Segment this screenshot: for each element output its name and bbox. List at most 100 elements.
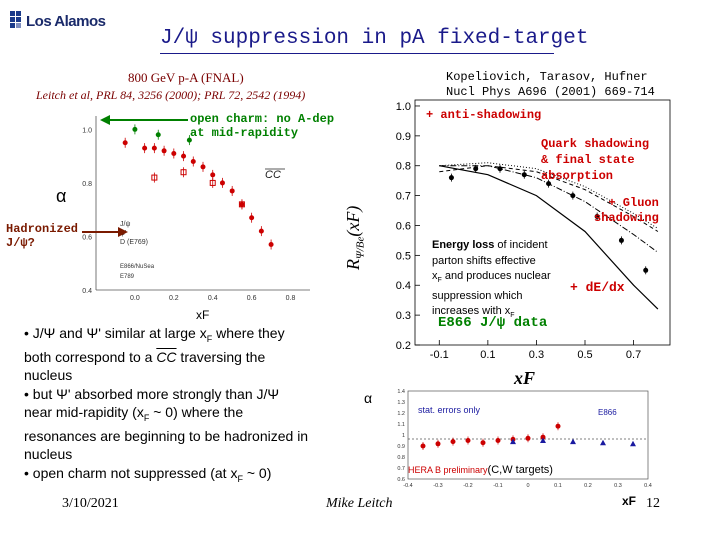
ref-line1: Kopeliovich, Tarasov, Hufner <box>446 70 648 84</box>
left-chart-reference: Leitch et al, PRL 84, 3256 (2000); PRL 7… <box>36 88 306 102</box>
plus-de-dx-label: + dE/dx <box>570 280 625 295</box>
bullet-2-cont: near mid-rapidity (xF ~ 0) where the <box>24 403 244 423</box>
bottom-xtick-label: 0.4 <box>644 483 652 489</box>
left-legend-jpsi: J/ψ <box>120 221 130 228</box>
los-alamos-logo: Los Alamos <box>6 10 106 34</box>
left-legend-e789: E789 <box>120 274 135 280</box>
right-point-e866 <box>546 181 552 187</box>
left-alpha-label: α <box>56 186 67 206</box>
bottom-xtick-label: 0.3 <box>614 483 622 489</box>
left-point-psiprime <box>180 169 187 176</box>
left-point-jpsi <box>161 148 167 154</box>
left-point-psiprime <box>209 179 216 186</box>
right-xlabel: xF <box>514 368 536 388</box>
bottom-ytick-label: 1.2 <box>397 411 405 417</box>
bullet-1-cont: both correspond to a CC traversing the <box>24 349 266 366</box>
title-underline <box>160 53 554 54</box>
eloss-line1: Energy loss of incident <box>432 239 548 251</box>
slide-page-number: 12 <box>646 496 660 511</box>
bottom-point-herab <box>420 443 426 449</box>
open-charm-line1: open charm: no A-dep <box>190 112 335 126</box>
left-point-jpsi <box>200 164 206 170</box>
bullet-2-end: nucleus <box>24 446 73 463</box>
left-ytick-label: 0.8 <box>82 181 92 188</box>
open-charm-arrow <box>100 115 188 125</box>
left-xtick-label: 0.0 <box>130 295 140 302</box>
right-point-e866 <box>448 175 454 181</box>
hadronized-line2: J/ψ? <box>6 236 35 250</box>
bottom-point-e866 <box>540 437 546 443</box>
e866-tag: E866 <box>598 408 617 417</box>
eloss-line2: parton shifts effective <box>432 254 536 267</box>
bottom-xtick-label: 0.1 <box>554 483 562 489</box>
right-point-e866 <box>618 237 624 243</box>
left-point-dmeson <box>132 126 138 132</box>
left-point-jpsi <box>258 228 264 234</box>
energy-loss-note: Energy loss of incident parton shifts ef… <box>432 238 551 324</box>
right-xtick-label: 0.5 <box>577 349 592 361</box>
slide-date: 3/10/2021 <box>62 496 119 511</box>
bullet-2-cont2: resonances are beginning to be hadronize… <box>24 428 309 445</box>
quark-line1: Quark shadowing <box>541 137 650 151</box>
right-xtick-label: -0.1 <box>430 349 449 361</box>
left-legend-dmeson: D (E769) <box>120 239 148 246</box>
bottom-xf-label: xF <box>622 494 637 508</box>
left-ytick-label: 0.4 <box>82 288 92 295</box>
left-chart: 1.00.80.60.4 0.00.20.40.60.8 J/ψ ψ' D (E… <box>82 116 310 302</box>
bottom-ytick-label: 0.8 <box>397 455 405 461</box>
right-ytick-label: 0.5 <box>396 250 411 262</box>
bottom-xtick-label: 0 <box>526 483 529 489</box>
bullet-text: • J/Ψ and Ψ' similar at large xF where t… <box>24 324 368 488</box>
stat-errors-label: stat. errors only <box>418 405 481 415</box>
hadronized-line1: Hadronized <box>6 222 79 236</box>
bottom-ytick-label: 1.4 <box>397 389 405 395</box>
hadronized-arrow <box>82 227 128 237</box>
right-ytick-label: 1.0 <box>396 101 411 113</box>
bottom-ytick-label: 0.9 <box>397 444 405 450</box>
hera-b-label: HERA B preliminary(C,W targets) <box>408 464 553 476</box>
left-point-psiprime <box>238 201 245 208</box>
logo-text: Los Alamos <box>26 13 106 30</box>
right-point-e866 <box>594 214 600 220</box>
bottom-point-herab <box>450 439 456 445</box>
left-xtick-label: 0.4 <box>208 295 218 302</box>
right-point-e866 <box>643 267 649 273</box>
quark-line3: absorption <box>541 169 614 183</box>
bottom-xtick-label: -0.4 <box>403 483 412 489</box>
left-point-jpsi <box>142 145 148 151</box>
right-point-e866 <box>473 166 479 172</box>
left-chart-axes <box>95 116 310 291</box>
bottom-ytick-label: 1 <box>402 433 405 439</box>
right-ytick-label: 0.2 <box>396 340 411 352</box>
quark-shadowing-label: Quark shadowing & final state absorption <box>541 136 649 184</box>
left-point-dmeson <box>155 132 161 138</box>
eloss-line3: xF and produces nuclear <box>432 270 551 285</box>
slide-title: J/ψ suppression in pA fixed-target <box>160 27 589 50</box>
left-xtick-label: 0.6 <box>247 295 257 302</box>
right-ytick-label: 0.7 <box>396 191 411 203</box>
left-chart-heading: 800 GeV p-A (FNAL) <box>128 70 244 85</box>
right-curve <box>439 165 659 253</box>
bottom-point-e866 <box>570 438 576 445</box>
open-charm-line2: at mid-rapidity <box>190 126 299 140</box>
right-ytick-label: 0.3 <box>396 310 411 322</box>
bottom-alpha-label: α <box>364 390 373 406</box>
bottom-ytick-label: 1.1 <box>397 422 405 428</box>
anti-shadowing-label: + anti-shadowing <box>426 108 542 122</box>
bullet-1: • J/Ψ and Ψ' similar at large xF where t… <box>24 325 285 344</box>
right-ytick-label: 0.4 <box>396 280 411 292</box>
left-point-jpsi <box>151 145 157 151</box>
bottom-xtick-label: -0.3 <box>433 483 442 489</box>
right-chart-axes <box>414 99 671 346</box>
left-xtick-label: 0.2 <box>169 295 179 302</box>
bottom-point-herab <box>540 434 546 440</box>
left-xtick-label: 0.8 <box>286 295 296 302</box>
slide-author: Mike Leitch <box>326 496 393 511</box>
right-point-e866 <box>570 193 576 199</box>
bottom-ytick-label: 1.3 <box>397 400 405 406</box>
gluon-line1: + Gluon <box>608 196 659 210</box>
left-point-jpsi <box>181 153 187 159</box>
left-ytick-label: 1.0 <box>82 127 92 134</box>
bullet-1-end: nucleus <box>24 367 73 384</box>
ref-line2: Nucl Phys A696 (2001) 669-714 <box>446 85 655 99</box>
